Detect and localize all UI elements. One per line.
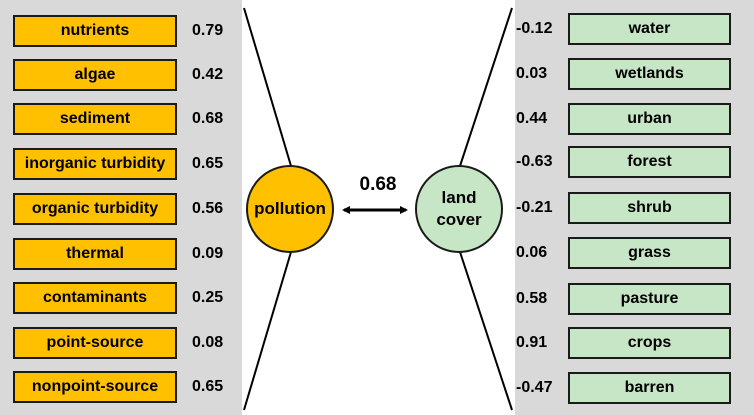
pollution-item-nutrients: nutrients: [13, 15, 177, 47]
pollution-value-nonpoint-source: 0.65: [192, 378, 224, 395]
land-value-wetlands: 0.03: [516, 65, 548, 82]
land-value-crops: 0.91: [516, 334, 548, 351]
pollution-value-nutrients: 0.79: [192, 22, 224, 39]
land-item-water: water: [568, 13, 731, 45]
pollution-node: pollution: [246, 165, 334, 253]
land-value-forest: -0.63: [516, 153, 553, 170]
land-item-crops: crops: [568, 327, 731, 359]
land-value-grass: 0.06: [516, 244, 548, 261]
pollution-item-point-source: point-source: [13, 327, 177, 359]
land-cover-node-label-line1: land: [441, 188, 477, 207]
land-item-urban: urban: [568, 103, 731, 135]
pollution-value-inorganic-turbidity: 0.65: [192, 155, 224, 172]
land-item-forest: forest: [568, 146, 731, 178]
land-cover-upper-line: [459, 7, 513, 167]
pollution-item-nonpoint-source: nonpoint-source: [13, 371, 177, 403]
land-item-grass: grass: [568, 237, 731, 269]
land-cover-lower-line: [459, 251, 513, 411]
pollution-value-contaminants: 0.25: [192, 289, 224, 306]
pollution-value-algae: 0.42: [192, 66, 224, 83]
pollution-value-thermal: 0.09: [192, 245, 224, 262]
pollution-value-point-source: 0.08: [192, 334, 224, 351]
pollution-lower-line: [243, 251, 292, 411]
land-item-wetlands: wetlands: [568, 58, 731, 90]
land-cover-node-label-line2: cover: [436, 210, 482, 229]
pollution-item-algae: algae: [13, 59, 177, 91]
land-value-water: -0.12: [516, 20, 553, 37]
pollution-item-inorganic-turbidity: inorganic turbidity: [13, 148, 177, 180]
land-item-pasture: pasture: [568, 283, 731, 315]
pollution-item-thermal: thermal: [13, 238, 177, 270]
correlation-value: 0.68: [359, 174, 397, 195]
land-value-urban: 0.44: [516, 110, 548, 127]
land-value-barren: -0.47: [516, 379, 553, 396]
land-value-pasture: 0.58: [516, 290, 548, 307]
land-item-shrub: shrub: [568, 192, 731, 224]
pollution-item-organic-turbidity: organic turbidity: [13, 193, 177, 225]
pollution-value-sediment: 0.68: [192, 110, 224, 127]
pollution-upper-line: [243, 7, 292, 167]
land-item-barren: barren: [568, 372, 731, 404]
pollution-item-sediment: sediment: [13, 103, 177, 135]
land-cover-node: land cover: [415, 165, 503, 253]
pollution-item-contaminants: contaminants: [13, 282, 177, 314]
land-value-shrub: -0.21: [516, 199, 553, 216]
pollution-node-label: pollution: [254, 199, 326, 218]
pollution-value-organic-turbidity: 0.56: [192, 200, 224, 217]
